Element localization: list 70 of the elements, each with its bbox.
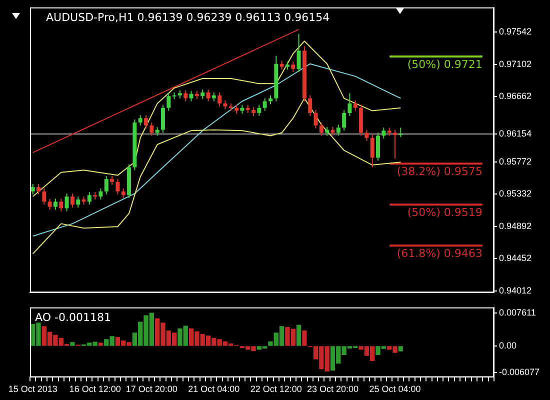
y-tick-label: 0.96662	[499, 91, 532, 102]
candlestick	[121, 188, 126, 199]
candlestick	[53, 198, 58, 210]
bar	[70, 342, 75, 346]
x-tick-label: 23 Oct 20:00	[306, 384, 359, 394]
candlestick	[98, 188, 103, 200]
candlestick	[353, 100, 358, 112]
y-tick-label: 0.94892	[499, 220, 532, 231]
y-tick-label: 0.94012	[499, 285, 532, 296]
candlestick	[392, 129, 397, 159]
candlestick	[160, 104, 165, 134]
bar	[98, 342, 104, 346]
candlestick	[104, 176, 108, 195]
y-tick-label: -0.006077	[499, 366, 540, 377]
y-tick-label: 0.00	[499, 340, 517, 350]
ref-line-label: (50%) 0.9721	[407, 58, 482, 71]
x-tick-label: 17 Oct 20:00	[126, 384, 178, 394]
y-tick-label: 0.95772	[499, 156, 532, 166]
candlestick	[30, 184, 35, 195]
candlestick	[291, 61, 296, 72]
candlestick	[370, 134, 374, 168]
candlestick	[59, 198, 64, 212]
candlestick	[42, 188, 46, 206]
candlestick	[218, 92, 222, 107]
candlestick	[36, 184, 40, 195]
candlestick	[342, 110, 346, 132]
candlestick	[76, 196, 80, 208]
candlestick	[150, 122, 154, 136]
y-tick-label: 0.97542	[499, 26, 532, 37]
chart-title: AUDUSD-Pro,H1 0.96139 0.96239 0.96113 0.96154	[46, 10, 330, 24]
candlestick	[319, 122, 324, 136]
candlestick	[200, 89, 205, 100]
x-tick-label: 22 Oct 12:00	[250, 384, 302, 394]
y-tick-label: 0.97102	[499, 58, 532, 69]
y-tick-label: 0.007611	[499, 307, 536, 318]
candlestick	[348, 92, 352, 116]
candlestick	[87, 192, 92, 206]
candlestick	[308, 94, 312, 116]
candlestick	[166, 92, 171, 112]
candlestick	[189, 90, 194, 102]
candlestick	[336, 124, 340, 136]
bar	[398, 346, 403, 352]
x-tick-label: 15 Oct 2013	[8, 384, 58, 394]
candlestick	[64, 193, 69, 212]
candlestick	[206, 89, 210, 102]
x-tick-label: 21 Oct 04:00	[188, 384, 240, 394]
ref-line-label: (38.2%) 0.9575	[396, 164, 482, 178]
x-tick-label: 25 Oct 04:00	[369, 384, 421, 394]
candlestick	[48, 198, 52, 210]
candlestick	[364, 129, 369, 142]
candlestick	[382, 127, 386, 140]
candlestick	[184, 90, 188, 102]
candlestick	[314, 110, 318, 129]
candlestick	[116, 178, 120, 195]
candlestick	[144, 114, 148, 129]
y-tick-label: 0.96154	[499, 128, 532, 138]
y-tick-label: 0.94452	[499, 253, 532, 264]
candlestick	[138, 114, 142, 126]
bar	[302, 330, 307, 346]
y-tick-label: 0.95332	[499, 188, 532, 199]
x-tick-label: 16 Oct 12:00	[69, 384, 121, 394]
candlestick	[376, 132, 380, 162]
bar	[296, 324, 302, 346]
candlestick	[70, 193, 74, 208]
ref-line-label: (61.8%) 0.9463	[396, 247, 482, 260]
candlestick	[262, 98, 267, 112]
ref-line-label: (50%) 0.9519	[407, 206, 482, 219]
candlestick	[296, 33, 301, 72]
chart-title: AO -0.001181	[35, 310, 111, 324]
candlestick	[257, 104, 262, 116]
